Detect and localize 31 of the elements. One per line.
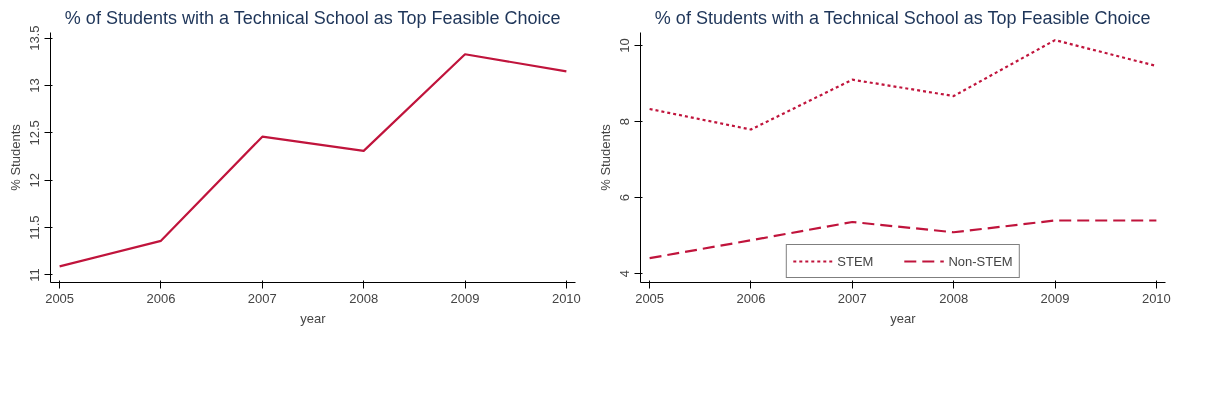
x-tick-label: 2008 [349, 290, 379, 306]
chart-title: % of Students with a Technical School as Top Feasible Choice [654, 7, 1151, 28]
y-tick-label: 10 [617, 38, 633, 53]
x-axis-title: year [890, 310, 917, 326]
legend-label: Non-STEM [948, 253, 1013, 269]
x-tick-label: 2007 [247, 290, 277, 306]
y-axis-title: % Students [597, 123, 613, 191]
x-tick-label: 2005 [45, 290, 75, 306]
y-tick-label: 12.5 [27, 120, 43, 146]
x-tick-label: 2006 [146, 290, 176, 306]
chart-title: % of Students with a Technical School as Top Feasible Choice [64, 7, 561, 28]
y-tick-label: 6 [617, 194, 633, 202]
x-tick-label: 2007 [837, 290, 867, 306]
legend-label: STEM [837, 253, 874, 269]
y-axis-title: % Students [7, 123, 23, 191]
x-axis-title: year [300, 310, 327, 326]
x-tick-label: 2009 [450, 290, 480, 306]
x-tick-label: 2008 [939, 290, 969, 306]
y-tick-label: 11.5 [27, 215, 43, 240]
y-tick-label: 11 [27, 268, 43, 282]
x-tick-label: 2009 [1040, 290, 1070, 306]
x-tick-label: 2005 [635, 290, 665, 306]
y-tick-label: 12 [27, 172, 43, 188]
y-tick-label: 4 [617, 270, 633, 278]
x-tick-label: 2010 [1141, 290, 1171, 306]
y-tick-label: 13 [27, 78, 43, 93]
line-series [58, 53, 568, 268]
x-tick-label: 2010 [551, 290, 581, 306]
x-tick-label: 2006 [736, 290, 766, 306]
y-tick-label: 13.5 [27, 25, 43, 51]
y-tick-label: 8 [617, 117, 633, 126]
